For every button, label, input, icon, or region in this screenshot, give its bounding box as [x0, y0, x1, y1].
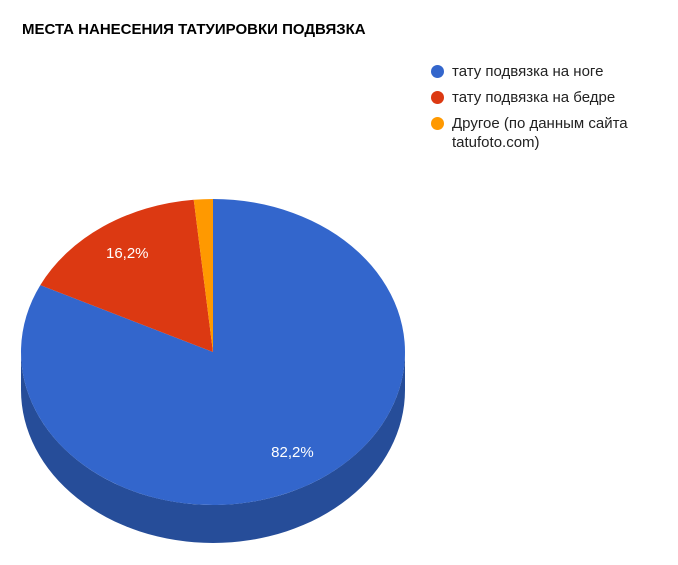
slice: [20, 199, 405, 505]
legend-item: Другое (по данным сайта tatufoto.com): [430, 114, 660, 152]
legend-item: тату подвязка на ноге: [430, 62, 660, 81]
legend-label: тату подвязка на бедре: [452, 89, 616, 106]
legend-marker: [431, 117, 444, 130]
slice: [193, 199, 213, 352]
legend-item: тату подвязка на бедре: [430, 88, 660, 107]
legend-marker: [431, 91, 444, 104]
legend-label: Другое (по данным сайта tatufoto.com): [452, 115, 628, 151]
data-label: 16,2%: [106, 245, 149, 262]
slice-side: [21, 352, 405, 543]
legend-label: тату подвязка на ноге: [452, 63, 604, 80]
legend: тату подвязка на ноге тату подвязка на бе…: [430, 62, 660, 159]
slice: [40, 199, 213, 352]
legend-marker: [431, 65, 444, 78]
data-label: 82,2%: [271, 444, 314, 461]
chart-title: МЕСТА НАНЕСЕНИЯ ТАТУИРОВКИ ПОДВЯЗКА: [22, 21, 366, 38]
